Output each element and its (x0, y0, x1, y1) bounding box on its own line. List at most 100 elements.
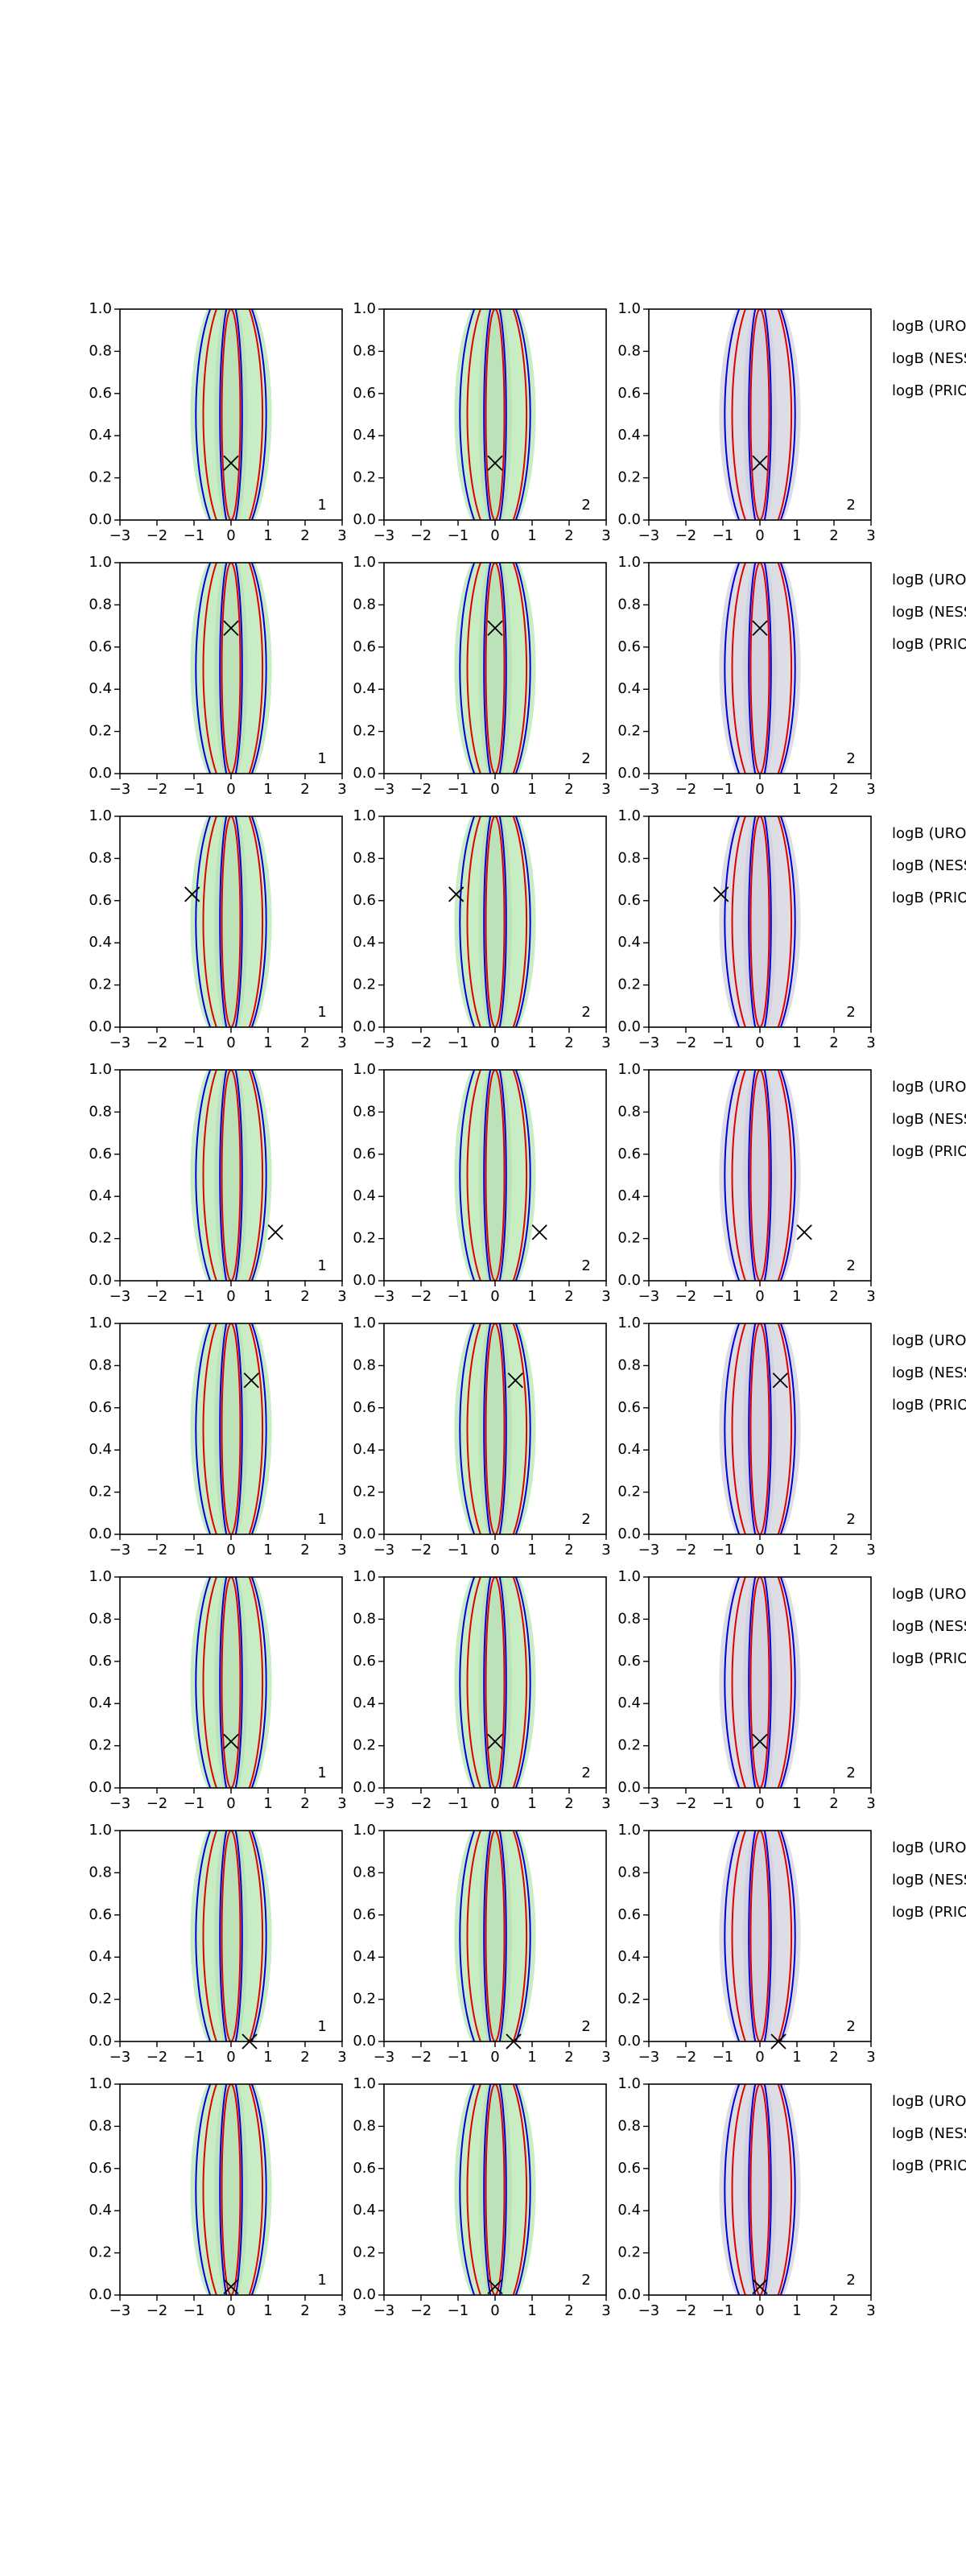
x-tick-label: 0 (490, 2302, 499, 2319)
x-tick-label: −1 (712, 1034, 734, 1051)
x-tick-label: −3 (638, 1795, 660, 1812)
contour-blue-inner (483, 1323, 507, 1534)
contour-blue-outer (724, 309, 796, 520)
y-tick-label: 1.0 (353, 2075, 376, 2092)
x-tick-label: 2 (564, 2302, 573, 2319)
y-tick-label: 0.6 (89, 1653, 112, 1670)
panel-label: 1 (317, 1257, 326, 1274)
panel (719, 1323, 801, 1534)
x-tick-label: −1 (448, 1795, 469, 1812)
y-tick-label: 0.0 (89, 765, 112, 782)
x-tick-label: 2 (300, 2302, 309, 2319)
contour-red-outer (466, 309, 528, 520)
x-tick-label: 1 (527, 2302, 536, 2319)
marker (487, 620, 503, 636)
y-tick-label: 0.6 (353, 1399, 376, 1416)
contour-red-inner (221, 1323, 242, 1534)
x-tick-label: −3 (638, 2302, 660, 2319)
y-tick-label: 0.4 (353, 1695, 376, 1711)
y-tick-label: 0.6 (617, 638, 641, 655)
x-tick-label: 0 (490, 1288, 499, 1305)
contour-red-inner (485, 1323, 506, 1534)
panel-label: 2 (581, 2272, 590, 2289)
y-tick-label: 0.2 (617, 2244, 641, 2261)
panel-label: 2 (581, 1004, 590, 1021)
panel (719, 816, 801, 1027)
x-tick-label: −2 (147, 2302, 168, 2319)
x-tick-label: 1 (527, 527, 536, 544)
contour-red-outer (202, 309, 264, 520)
x-tick-label: 2 (829, 1034, 838, 1051)
x-tick-label: 3 (866, 2302, 875, 2319)
x-tick-label: 1 (792, 2302, 801, 2319)
y-tick-label: 0.0 (89, 1779, 112, 1796)
x-tick-label: 3 (337, 1034, 346, 1051)
marker (448, 886, 464, 902)
x-tick-label: −2 (147, 781, 168, 798)
contour-red-outer (731, 816, 793, 1027)
contour-red-outer (731, 1323, 793, 1534)
x-tick-label: −1 (448, 1542, 469, 1558)
panel-label: 2 (581, 1257, 590, 1274)
x-tick-label: −2 (675, 781, 697, 798)
x-tick-label: −2 (675, 2049, 697, 2066)
x-tick-label: 2 (564, 1288, 573, 1305)
panel (454, 563, 536, 774)
contour-blue-inner (748, 1577, 772, 1788)
x-tick-label: 3 (866, 1288, 875, 1305)
x-tick-label: −1 (184, 2302, 205, 2319)
x-tick-label: 2 (564, 1034, 573, 1051)
contour-blue-inner (748, 309, 772, 520)
y-tick-label: 0.8 (617, 1864, 641, 1880)
y-tick-label: 0.0 (353, 1525, 376, 1542)
x-tick-label: −3 (374, 527, 395, 544)
x-tick-label: −1 (448, 781, 469, 798)
x-tick-label: 0 (226, 2302, 235, 2319)
x-tick-label: 3 (337, 2302, 346, 2319)
x-tick-label: 2 (564, 1542, 573, 1558)
x-tick-label: 3 (866, 1795, 875, 1812)
panel (454, 2084, 536, 2295)
panel (190, 309, 272, 520)
x-tick-label: 1 (263, 2302, 272, 2319)
contour-red-outer (466, 1323, 528, 1534)
x-tick-label: 2 (564, 781, 573, 798)
contour-blue-inner (483, 309, 507, 520)
y-tick-label: 0.8 (617, 1356, 641, 1373)
y-tick-label: 0.4 (617, 1187, 641, 1204)
y-tick-label: 0.2 (89, 1991, 112, 2008)
y-tick-label: 0.4 (89, 1948, 112, 1965)
x-tick-label: 0 (226, 1034, 235, 1051)
contour-red-inner (221, 1577, 242, 1788)
x-tick-label: 1 (527, 1542, 536, 1558)
y-tick-label: 0.0 (89, 1272, 112, 1289)
y-tick-label: 1.0 (89, 1315, 112, 1331)
x-tick-label: 0 (226, 1288, 235, 1305)
x-tick-label: 1 (263, 1034, 272, 1051)
y-tick-label: 0.4 (89, 1187, 112, 1204)
x-tick-label: −3 (374, 2049, 395, 2066)
x-tick-label: 0 (755, 2302, 764, 2319)
panel (190, 563, 272, 774)
x-tick-label: −2 (411, 781, 432, 798)
y-tick-label: 0.2 (89, 1230, 112, 1247)
contour-red-outer (202, 1323, 264, 1534)
panel-label: 1 (317, 750, 326, 767)
x-tick-label: −2 (411, 527, 432, 544)
logb-label: logB (PRIO) = (892, 636, 966, 653)
marker (223, 455, 239, 471)
x-tick-label: −2 (411, 1795, 432, 1812)
contour-red-outer (202, 2084, 264, 2295)
x-tick-label: −1 (184, 1034, 205, 1051)
x-tick-label: 0 (490, 1034, 499, 1051)
y-tick-label: 0.8 (353, 2117, 376, 2134)
panel-label: 2 (846, 1765, 855, 1781)
y-tick-label: 0.4 (353, 934, 376, 951)
contour-blue-outer (195, 1070, 267, 1281)
panel (719, 1577, 801, 1788)
contour-blue-outer (195, 309, 267, 520)
y-tick-label: 1.0 (617, 1568, 641, 1585)
y-tick-label: 0.0 (617, 1525, 641, 1542)
contour-blue-outer (195, 2084, 267, 2295)
